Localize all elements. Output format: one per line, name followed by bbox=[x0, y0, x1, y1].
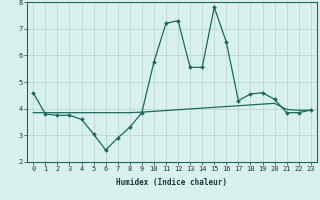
X-axis label: Humidex (Indice chaleur): Humidex (Indice chaleur) bbox=[116, 178, 228, 187]
